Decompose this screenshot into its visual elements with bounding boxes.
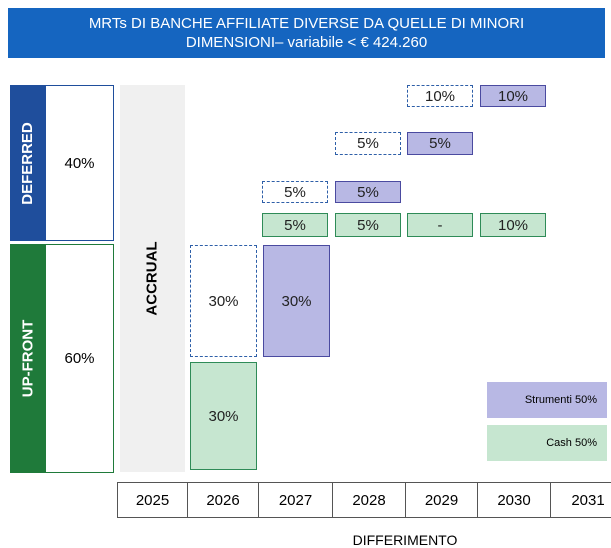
share-label: 40% <box>64 154 95 172</box>
cell: 10% <box>480 85 546 107</box>
cell: 5% <box>335 213 401 237</box>
share-box: 40% <box>45 85 114 241</box>
cell: 10% <box>480 213 546 237</box>
cell: - <box>407 213 473 237</box>
year-label: 2030 <box>477 482 551 518</box>
year-label: 2029 <box>405 482 478 518</box>
legend-item: Cash 50% <box>487 425 607 461</box>
legend-item: Strumenti 50% <box>487 382 607 418</box>
cell: 5% <box>335 181 401 203</box>
share-box: 60% <box>45 244 114 473</box>
cell: 5% <box>335 132 401 155</box>
share-label: 60% <box>64 350 95 367</box>
title-bar: MRTs DI BANCHE AFFILIATE DIVERSE DA QUEL… <box>8 8 605 58</box>
cell: 30% <box>263 245 330 357</box>
cell: 5% <box>262 181 328 203</box>
cell: 5% <box>262 213 328 237</box>
year-label: 2027 <box>258 482 333 518</box>
cell: 30% <box>190 362 257 470</box>
x-axis-label: DIFFERIMENTO <box>352 532 458 548</box>
cell: 5% <box>407 132 473 155</box>
accrual-label: ACCRUAL <box>144 241 162 316</box>
cell: 30% <box>190 245 257 357</box>
year-label: 2025 <box>117 482 188 518</box>
cell: 10% <box>407 85 473 107</box>
title-line: DIMENSIONI– variabile < € 424.260 <box>185 34 428 51</box>
section-label: DEFERRED <box>19 121 37 205</box>
year-label: 2028 <box>332 482 406 518</box>
accrual-column: ACCRUAL <box>120 85 185 472</box>
year-label: 2031 <box>550 482 611 518</box>
upfront-bar: UP-FRONT <box>10 244 45 473</box>
section-label: UP-FRONT <box>19 319 36 398</box>
year-label: 2026 <box>187 482 259 518</box>
deferred-bar: DEFERRED <box>10 85 45 241</box>
title-line: MRTs DI BANCHE AFFILIATE DIVERSE DA QUEL… <box>88 15 525 32</box>
